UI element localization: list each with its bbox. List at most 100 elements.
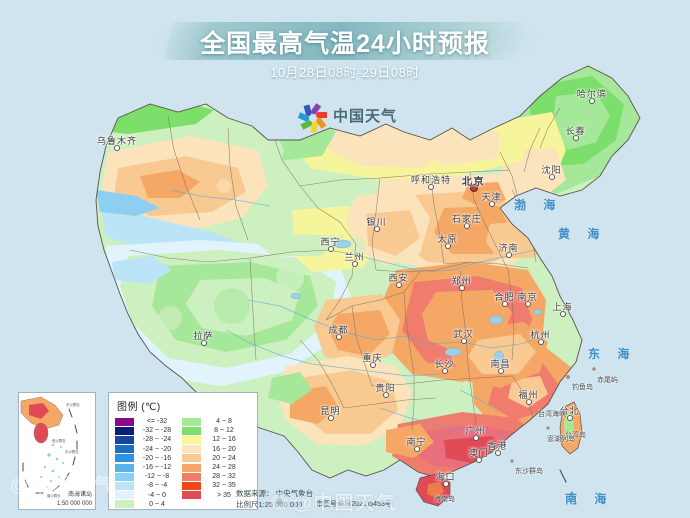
legend-swatch [182,445,201,454]
legend-label: -20 ~ -16 [142,454,172,462]
city-marker [589,98,595,104]
city-label: 福州 [518,390,539,400]
map-permit-number: 审图号:GS(2021)5453号 [316,501,392,508]
city-marker [328,246,334,252]
zone-fujian-inner [508,376,548,408]
zone-inner-mongolia-tan [328,124,500,168]
legend-label: 16 ~ 20 [212,445,236,453]
city-label: 武汉 [453,329,474,339]
city-marker [114,145,120,151]
legend-label: <= -32 [146,418,168,426]
legend-swatch [182,491,201,500]
legend-swatch [115,445,134,454]
legend-label: -16 ~ -12 [142,464,172,472]
city-marker [549,174,555,180]
brand-label: 中国天气 [333,107,398,125]
legend-swatch [182,417,201,426]
city-label: 北京 [462,177,485,188]
city-label: 石家庄 [451,214,482,224]
legend-label: 12 ~ 16 [212,436,236,444]
zone-tianshan-cold [96,190,160,216]
legend-row: 32 ~ 35 [182,481,243,490]
city-label: 郑州 [451,276,472,286]
city-marker [328,415,334,421]
rivers [169,189,549,433]
legend-row: 8 ~ 12 [182,426,243,435]
pinwheel-icon [297,102,327,133]
legend-label: -4 ~ 0 [147,491,167,499]
city-label: 长春 [565,126,586,136]
hainan-island [415,473,451,507]
city-label: 香港 [487,441,508,451]
watermark-secondary: @中国天气 [10,475,115,496]
svg-text:东沙群岛: 东沙群岛 [66,402,80,407]
legend-label: 4 ~ 8 [216,418,232,426]
city-label: 南宁 [406,437,427,447]
city-marker [336,334,342,340]
zone-sichuan-orange [328,310,390,356]
svg-text:南沙群岛: 南沙群岛 [47,493,61,498]
legend-label: -12 ~ -8 [144,473,170,481]
city-marker [495,450,501,456]
legend-label: -24 ~ -20 [142,445,172,453]
island-label: 钓鱼岛 [572,384,593,391]
legend-swatch [182,435,201,444]
legend-label: 24 ~ 28 [212,464,236,472]
city-label: 成都 [328,325,349,335]
city-label: 海口 [435,472,456,482]
nine-dash-line [559,469,577,505]
city-label: 贵阳 [375,383,396,393]
legend-row: 0 ~ 4 [115,500,176,509]
legend-swatch [182,426,201,435]
city-label: 长沙 [434,359,455,369]
legend-swatch [115,472,134,481]
zone-hengduan-green [268,372,312,404]
city-marker [352,261,358,267]
city-marker [567,415,573,421]
city-label: 哈尔滨 [576,89,607,99]
city-marker [464,223,470,229]
city-marker [525,301,531,307]
city-label: 乌鲁木齐 [97,136,138,146]
watermark-handle: @中国天气 [293,493,398,514]
legend-swatch [182,481,201,490]
legend-row: -24 ~ -20 [115,445,176,454]
map-scale: 比例尺1:25 000 000 [236,500,303,509]
city-label: 济南 [498,243,519,253]
legend-swatch [115,463,134,472]
island-label: 赤尾屿 [597,377,618,384]
city-label: 西安 [388,273,409,283]
small-islands [510,367,596,463]
city-marker [396,282,402,288]
city-label: 西宁 [320,237,341,247]
island-label: 海南岛 [434,496,455,503]
legend-box: 图例 (℃) <= -32 -32 ~ -28 -28 ~ -24 -24 ~ -20… [108,392,258,510]
legend-row: -20 ~ -16 [115,454,176,463]
south-china-sea-inset: 东沙群岛 西沙群岛 中沙群岛 南沙群岛 南海诸岛 1:50 000 000 [18,392,96,510]
brand-logo: 中国天气 [297,102,398,133]
zone-heilongjiang [552,92,610,150]
legend-title: 图例 (℃) [117,402,161,413]
legend-swatch [115,500,134,509]
legend-row: > 35 [182,491,243,500]
city-label: 澳门 [468,448,489,458]
legend-label: 8 ~ 12 [214,427,234,435]
sea-label: 渤 海 [514,198,563,212]
city-marker [526,399,532,405]
city-marker [442,368,448,374]
legend-row: -4 ~ 0 [115,491,176,500]
forecast-period: 10月28日08时-29日08时 [270,65,420,80]
national-boundary [95,65,641,479]
city-marker [506,252,512,258]
inset-caption: 南海诸岛 [67,492,92,498]
capital-marker [470,184,478,192]
legend-swatch [182,454,201,463]
inset-scale: 1:50 000 000 [56,501,92,507]
city-label: 沈阳 [541,165,562,175]
legend-row: 28 ~ 32 [182,472,243,481]
legend-swatch [115,491,134,500]
city-label: 台北 [559,406,580,416]
city-marker [476,457,482,463]
